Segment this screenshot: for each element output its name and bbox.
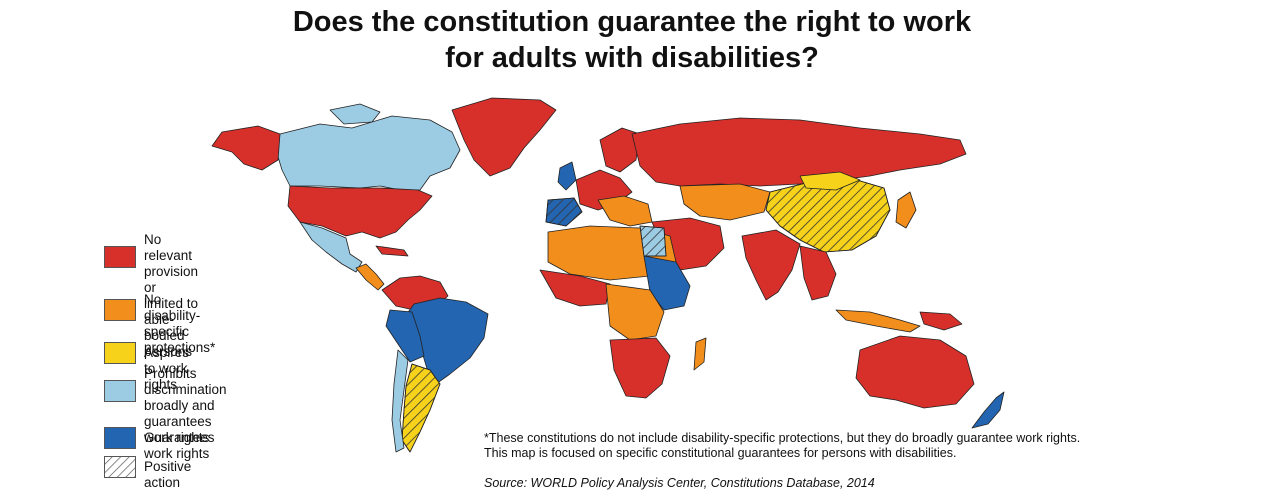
source-citation: Source: WORLD Policy Analysis Center, Co… xyxy=(484,476,875,490)
legend-label: Guarantees work rights xyxy=(144,430,215,461)
region-west-africa xyxy=(539,269,611,307)
legend-label: Aspires to work rights xyxy=(144,345,190,392)
region-russia xyxy=(631,117,967,187)
region-new-zealand xyxy=(971,391,1005,429)
region-new-guinea xyxy=(919,311,963,331)
region-central-america xyxy=(355,263,385,291)
region-central-asia xyxy=(679,183,771,221)
region-mongolia xyxy=(799,171,861,191)
region-australia xyxy=(855,335,975,409)
legend-label: Positive action xyxy=(144,459,192,490)
region-caribbean xyxy=(375,245,409,257)
legend-label: No disability-specific protections* xyxy=(144,292,216,355)
region-uk xyxy=(557,161,577,191)
legend-swatch xyxy=(104,342,136,364)
region-indonesia xyxy=(835,309,921,333)
footnote-line-2: This map is focused on specific constitu… xyxy=(484,446,957,460)
region-southeast-asia xyxy=(799,245,837,301)
title-line-1: Does the constitution guarantee the righ… xyxy=(292,6,972,38)
footnote-line-1: *These constitutions do not include disa… xyxy=(484,431,1081,445)
region-japan xyxy=(895,191,917,229)
legend-label: Prohibits discrimination broadly and gua… xyxy=(144,366,227,445)
legend-label: No relevant provision or limited to able… xyxy=(144,232,199,359)
region-chile xyxy=(391,349,409,453)
region-arctic-islands xyxy=(329,103,381,125)
region-southern-africa xyxy=(609,337,671,399)
map-title: Does the constitution guarantee the righ… xyxy=(0,4,1264,76)
region-southern-europe xyxy=(597,195,653,227)
region-canada xyxy=(275,115,461,191)
region-india xyxy=(741,229,801,301)
region-madagascar xyxy=(693,337,707,371)
legend-swatch-hatched xyxy=(104,456,136,478)
region-scandinavia xyxy=(599,127,641,173)
region-andes-north xyxy=(385,309,425,363)
region-usa xyxy=(287,185,433,239)
footnote: *These constitutions do not include disa… xyxy=(484,431,1224,461)
legend-swatch xyxy=(104,380,136,402)
region-central-africa xyxy=(605,283,665,341)
region-alaska xyxy=(211,125,281,171)
legend-swatch xyxy=(104,299,136,321)
title-line-2: for adults with disabilities? xyxy=(445,42,819,74)
region-greenland xyxy=(451,97,557,177)
legend-swatch xyxy=(104,246,136,268)
legend-swatch xyxy=(104,427,136,449)
